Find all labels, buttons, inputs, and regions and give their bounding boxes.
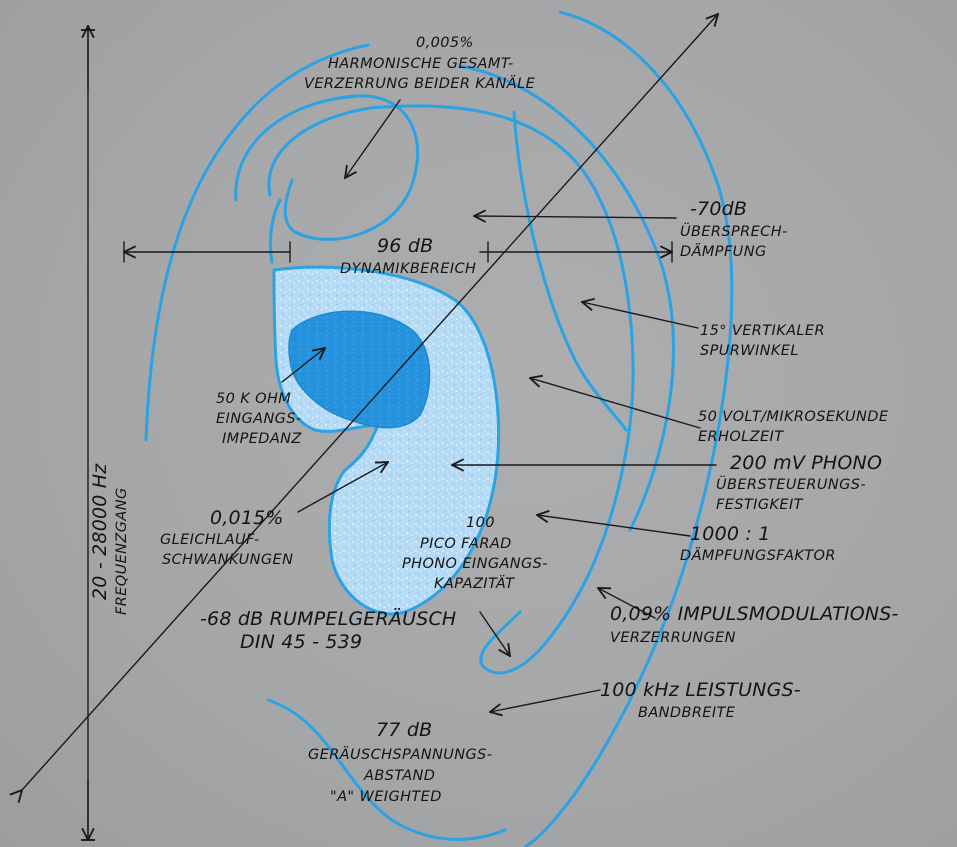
tracking-line1: 15° VERTIKALER [700,323,825,339]
rumble-line1: -68 dB RUMPELGERÄUSCH [200,607,456,630]
rumble-line2: DIN 45 - 539 [240,631,362,653]
recovery-line1: 50 VOLT/MIKROSEKUNDE [698,409,889,425]
ear-upper-fold [234,94,420,241]
power-bandwidth-line1: 100 kHz LEISTUNGS- [600,679,801,701]
wow-line2: SCHWANKUNGEN [162,552,293,568]
tracking-arrow [582,302,699,329]
capacitance-line1: PICO FARAD [420,536,512,552]
wow-line1: GLEICHLAUF- [160,532,260,548]
crosstalk-value: -70dB [690,198,747,220]
impedance-line1: EINGANGS- [216,411,302,427]
thd-value: 0,005% [416,35,474,51]
ear-inner-fold [512,110,628,432]
snr-line2: ABSTAND [363,768,435,784]
damping-label: DÄMPFUNGSFAKTOR [680,546,836,564]
phono-value: 200 mV PHONO [730,452,882,474]
power-bandwidth-line2: BANDBREITE [638,705,736,721]
damping-arrow [537,515,691,537]
tim-arrow [598,588,656,619]
damping-value: 1000 : 1 [690,523,771,545]
frequency-response-label: 20 - 28000 Hz FREQUENZGANG [89,463,130,615]
snr-value: 77 dB [376,719,432,741]
crosstalk-arrow [474,216,677,218]
capacitance-value: 100 [466,515,495,531]
callout-arrows [22,14,718,840]
impedance-value: 50 K OHM [216,391,291,407]
impedance-line2: IMPEDANZ [222,431,302,447]
dynamic-range-label: DYNAMIKBEREICH [340,261,476,277]
rumble-arrow [479,611,510,656]
impedance-arrow [281,348,325,383]
recovery-line2: ERHOLZEIT [698,429,784,445]
frequency-value: 20 - 28000 Hz [89,463,111,600]
crosstalk-line2: DÄMPFUNG [680,242,767,260]
power-bandwidth-arrow [490,689,601,712]
crosstalk-line1: ÜBERSPRECH- [680,222,788,240]
phono-line1: ÜBERSTEUERUNGS- [716,475,866,493]
tim-line1: 0,09% IMPULSMODULATIONS- [610,603,899,625]
snr-line3: "A" WEIGHTED [330,789,442,805]
thd-arrow [345,99,401,178]
capacitance-line3: KAPAZITÄT [434,574,515,592]
snr-line1: GERÄUSCHSPANNUNGS- [308,745,492,763]
tim-line2: VERZERRUNGEN [610,630,736,646]
spec-labels: 0,005% HARMONISCHE GESAMT- VERZERRUNG BE… [89,35,899,805]
long-diagonal-arrow [22,14,718,790]
capacitance-line2: PHONO EINGANGS- [402,556,548,572]
thd-line2: VERZERRUNG BEIDER KANÄLE [304,74,536,92]
tracking-line2: SPURWINKEL [700,343,799,359]
recovery-arrow [530,378,701,429]
phono-line2: FESTIGKEIT [716,497,804,513]
dynamic-range-value: 96 dB [377,235,433,257]
wow-arrow [297,462,388,513]
thd-line1: HARMONISCHE GESAMT- [328,56,514,72]
wow-value: 0,015% [210,507,284,529]
frequency-label: FREQUENZGANG [114,487,130,615]
